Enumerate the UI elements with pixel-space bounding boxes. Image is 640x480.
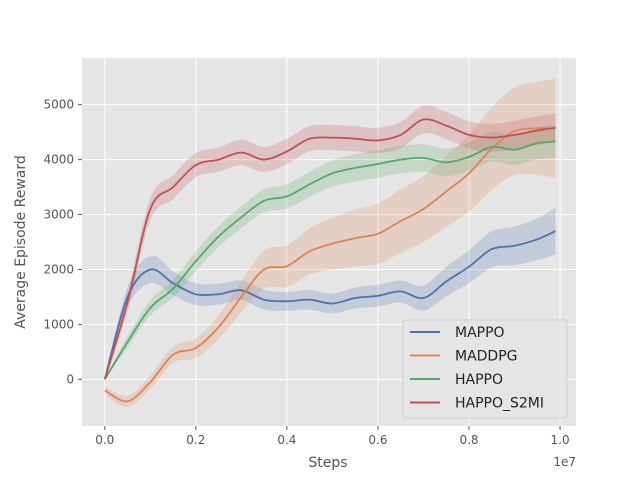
y-tick-label: 5000 bbox=[43, 98, 74, 112]
x-tick-label: 0.8 bbox=[459, 433, 478, 447]
legend-label-mappo: MAPPO bbox=[455, 325, 505, 341]
grid-lines bbox=[82, 58, 576, 426]
line-happo bbox=[104, 140, 556, 380]
y-axis-label: Average Episode Reward bbox=[13, 155, 29, 329]
y-tick-label: 3000 bbox=[43, 208, 74, 222]
x-tick-label: 0.0 bbox=[95, 433, 114, 447]
x-axis-ticks: 0.0 0.2 0.4 0.6 0.8 1.0 bbox=[95, 426, 570, 447]
y-tick-label: 0 bbox=[66, 372, 74, 386]
y-tick-label: 1000 bbox=[43, 317, 74, 331]
legend-label-maddpg: MADDPG bbox=[455, 349, 518, 365]
legend: MAPPO MADDPG HAPPO HAPPO_S2MI bbox=[402, 319, 568, 419]
y-tick-label: 2000 bbox=[43, 262, 74, 276]
band-maddpg bbox=[104, 78, 556, 407]
line-mappo bbox=[103, 230, 556, 380]
x-tick-label: 0.2 bbox=[186, 433, 205, 447]
legend-label-happo: HAPPO bbox=[455, 372, 503, 388]
line-happo-s2mi bbox=[103, 118, 556, 380]
legend-box bbox=[402, 319, 568, 419]
series-lines bbox=[103, 118, 556, 403]
x-axis-offset-label: 1e7 bbox=[553, 455, 576, 469]
line-maddpg bbox=[104, 127, 556, 403]
x-tick-label: 1.0 bbox=[551, 433, 570, 447]
y-axis-ticks: 0 1000 2000 3000 4000 5000 bbox=[43, 98, 82, 386]
y-tick-label: 4000 bbox=[43, 153, 74, 167]
x-tick-label: 0.4 bbox=[277, 433, 296, 447]
legend-label-happo-s2mi: HAPPO_S2MI bbox=[455, 396, 544, 412]
x-axis-label: Steps bbox=[308, 455, 347, 471]
x-tick-label: 0.6 bbox=[368, 433, 387, 447]
